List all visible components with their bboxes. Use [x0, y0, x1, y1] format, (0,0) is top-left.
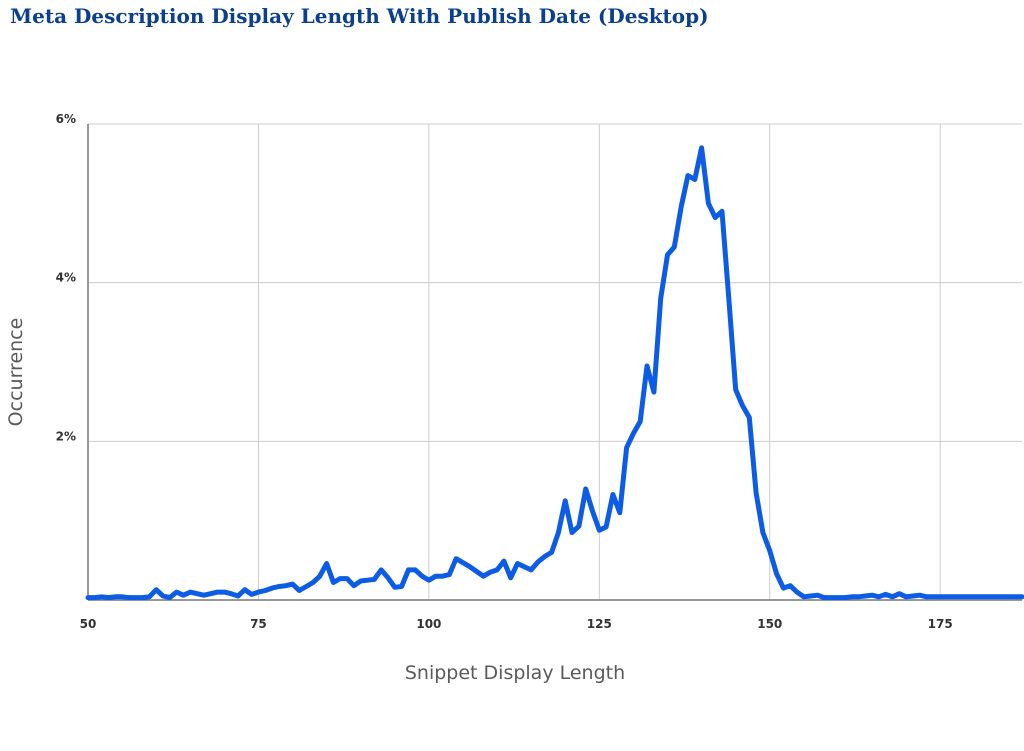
x-tick-label: 150 [757, 617, 782, 631]
series-line-0 [85, 145, 1024, 601]
grid-layer [88, 123, 1022, 600]
x-axis-label: Snippet Display Length [404, 662, 626, 684]
axis-layer [87, 124, 1022, 601]
y-tick-label: 6% [56, 112, 76, 126]
x-tick-label: 75 [250, 617, 267, 631]
y-tick-label: 4% [56, 271, 76, 285]
x-tick-label: 175 [928, 617, 953, 631]
chart-title: Meta Description Display Length With Pub… [10, 4, 709, 28]
tick-layer: 50 75 100 125 150 175 2% 4% 6% [56, 112, 953, 631]
x-tick-label: 125 [587, 617, 612, 631]
series-layer [85, 145, 1024, 601]
y-tick-label: 2% [56, 429, 76, 443]
x-tick-label: 100 [416, 617, 441, 631]
x-tick-label: 50 [80, 617, 97, 631]
